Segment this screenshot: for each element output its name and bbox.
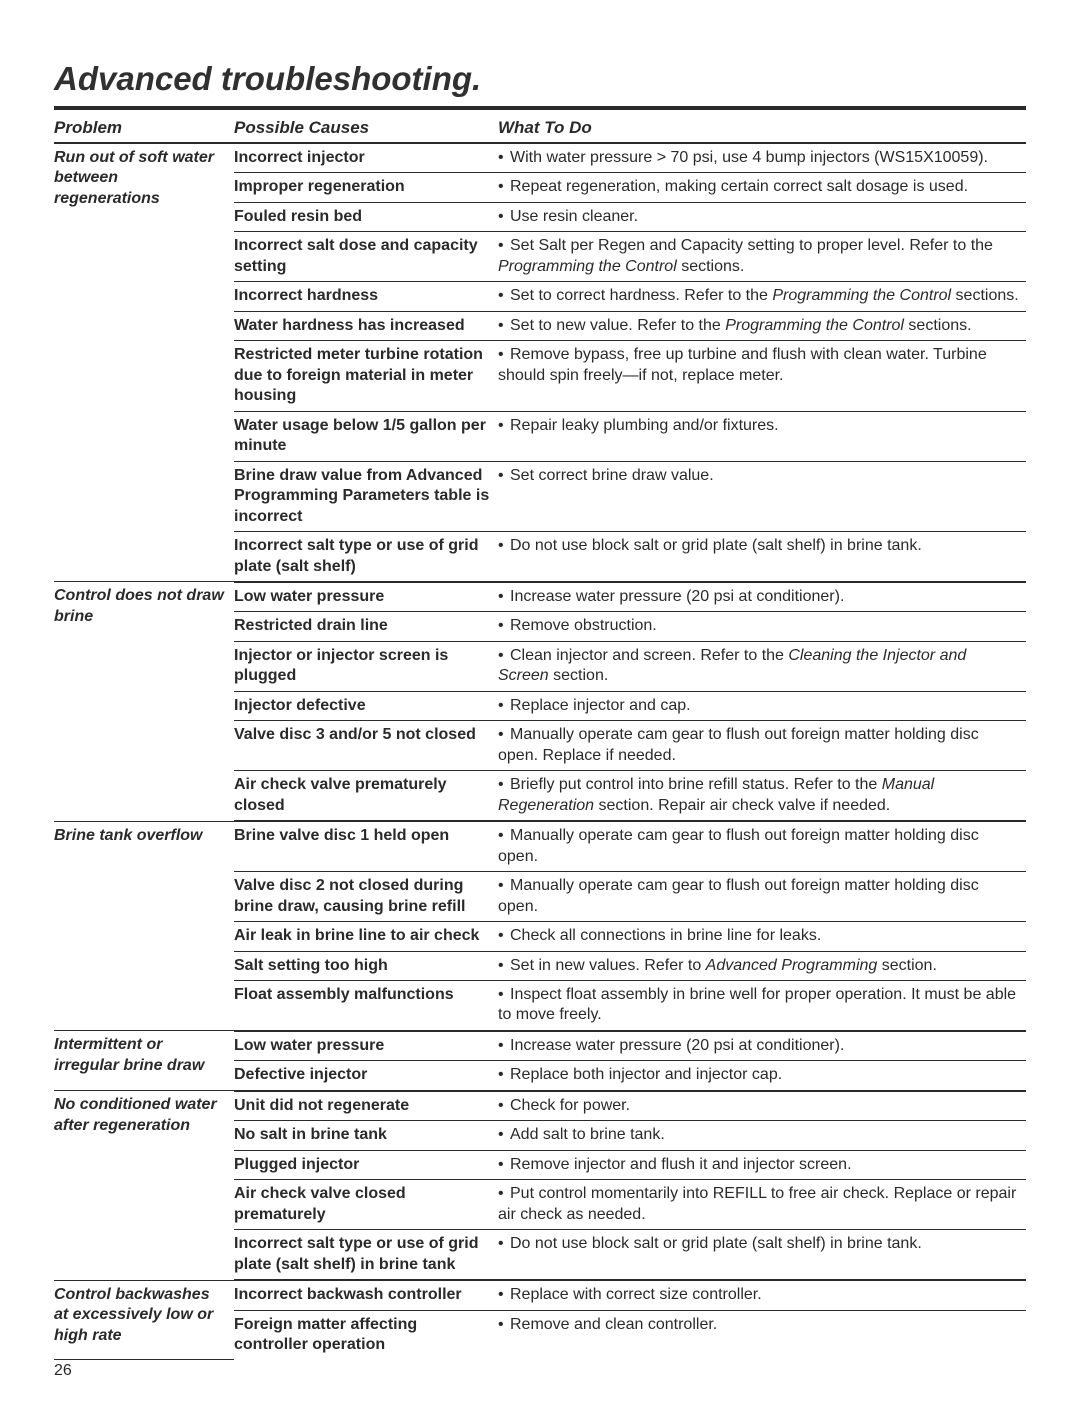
table-row: Brine tank overflowBrine valve disc 1 he… xyxy=(54,821,1026,871)
cause-cell: Low water pressure xyxy=(234,1031,498,1061)
table-row: Control does not draw brineLow water pre… xyxy=(54,582,1026,612)
action-cell: •Repeat regeneration, making certain cor… xyxy=(498,173,1026,202)
cause-cell: Water hardness has increased xyxy=(234,311,498,340)
table-row: Run out of soft water between regenerati… xyxy=(54,143,1026,173)
problem-cell: Control backwashes at excessively low or… xyxy=(54,1280,234,1359)
action-cell: •Do not use block salt or grid plate (sa… xyxy=(498,532,1026,582)
action-cell: •Put control momentarily into REFILL to … xyxy=(498,1180,1026,1230)
cause-cell: Restricted drain line xyxy=(234,612,498,641)
action-cell: •Remove and clean controller. xyxy=(498,1310,1026,1359)
action-cell: •Manually operate cam gear to flush out … xyxy=(498,821,1026,871)
action-cell: •With water pressure > 70 psi, use 4 bum… xyxy=(498,143,1026,173)
cause-cell: Low water pressure xyxy=(234,582,498,612)
action-cell: •Set Salt per Regen and Capacity setting… xyxy=(498,232,1026,282)
col-causes: Possible Causes xyxy=(234,112,498,143)
action-cell: •Repair leaky plumbing and/or fixtures. xyxy=(498,411,1026,461)
action-cell: •Remove injector and flush it and inject… xyxy=(498,1150,1026,1179)
action-cell: •Set to new value. Refer to the Programm… xyxy=(498,311,1026,340)
action-cell: •Manually operate cam gear to flush out … xyxy=(498,721,1026,771)
cause-cell: Injector defective xyxy=(234,691,498,720)
page-title: Advanced troubleshooting. xyxy=(54,60,1026,98)
action-cell: •Replace with correct size controller. xyxy=(498,1280,1026,1310)
cause-cell: Unit did not regenerate xyxy=(234,1091,498,1121)
action-cell: •Clean injector and screen. Refer to the… xyxy=(498,641,1026,691)
cause-cell: Restricted meter turbine rotation due to… xyxy=(234,341,498,411)
cause-cell: Air check valve closed prematurely xyxy=(234,1180,498,1230)
action-cell: •Use resin cleaner. xyxy=(498,202,1026,231)
cause-cell: Incorrect salt type or use of grid plate… xyxy=(234,532,498,582)
action-cell: •Set to correct hardness. Refer to the P… xyxy=(498,282,1026,311)
action-cell: •Increase water pressure (20 psi at cond… xyxy=(498,582,1026,612)
cause-cell: Water usage below 1/5 gallon per minute xyxy=(234,411,498,461)
problem-cell: Run out of soft water between regenerati… xyxy=(54,143,234,582)
action-cell: •Set in new values. Refer to Advanced Pr… xyxy=(498,951,1026,980)
cause-cell: Float assembly malfunctions xyxy=(234,981,498,1031)
cause-cell: Fouled resin bed xyxy=(234,202,498,231)
page-number: 26 xyxy=(54,1362,1026,1380)
cause-cell: Plugged injector xyxy=(234,1150,498,1179)
cause-cell: Valve disc 3 and/or 5 not closed xyxy=(234,721,498,771)
troubleshooting-table: Problem Possible Causes What To Do Run o… xyxy=(54,112,1026,1360)
title-rule xyxy=(54,106,1026,110)
col-problem: Problem xyxy=(54,112,234,143)
cause-cell: Improper regeneration xyxy=(234,173,498,202)
problem-cell: No conditioned water after regeneration xyxy=(54,1091,234,1280)
col-action: What To Do xyxy=(498,112,1026,143)
cause-cell: Salt setting too high xyxy=(234,951,498,980)
cause-cell: No salt in brine tank xyxy=(234,1121,498,1150)
cause-cell: Injector or injector screen is plugged xyxy=(234,641,498,691)
cause-cell: Foreign matter affecting controller oper… xyxy=(234,1310,498,1359)
cause-cell: Incorrect salt type or use of grid plate… xyxy=(234,1230,498,1280)
cause-cell: Incorrect salt dose and capacity setting xyxy=(234,232,498,282)
table-row: Intermittent or irregular brine drawLow … xyxy=(54,1031,1026,1061)
action-cell: •Check all connections in brine line for… xyxy=(498,922,1026,951)
action-cell: •Remove bypass, free up turbine and flus… xyxy=(498,341,1026,411)
action-cell: •Inspect float assembly in brine well fo… xyxy=(498,981,1026,1031)
action-cell: •Add salt to brine tank. xyxy=(498,1121,1026,1150)
cause-cell: Air check valve prematurely closed xyxy=(234,771,498,821)
cause-cell: Defective injector xyxy=(234,1061,498,1091)
action-cell: •Do not use block salt or grid plate (sa… xyxy=(498,1230,1026,1280)
table-header-row: Problem Possible Causes What To Do xyxy=(54,112,1026,143)
cause-cell: Brine valve disc 1 held open xyxy=(234,821,498,871)
cause-cell: Brine draw value from Advanced Programmi… xyxy=(234,461,498,531)
table-row: No conditioned water after regenerationU… xyxy=(54,1091,1026,1121)
action-cell: •Remove obstruction. xyxy=(498,612,1026,641)
cause-cell: Incorrect hardness xyxy=(234,282,498,311)
problem-cell: Intermittent or irregular brine draw xyxy=(54,1031,234,1091)
cause-cell: Air leak in brine line to air check xyxy=(234,922,498,951)
cause-cell: Incorrect backwash controller xyxy=(234,1280,498,1310)
problem-cell: Brine tank overflow xyxy=(54,821,234,1031)
cause-cell: Incorrect injector xyxy=(234,143,498,173)
action-cell: •Replace both injector and injector cap. xyxy=(498,1061,1026,1091)
cause-cell: Valve disc 2 not closed during brine dra… xyxy=(234,872,498,922)
action-cell: •Briefly put control into brine refill s… xyxy=(498,771,1026,821)
action-cell: •Manually operate cam gear to flush out … xyxy=(498,872,1026,922)
action-cell: •Increase water pressure (20 psi at cond… xyxy=(498,1031,1026,1061)
problem-cell: Control does not draw brine xyxy=(54,582,234,821)
action-cell: •Set correct brine draw value. xyxy=(498,461,1026,531)
action-cell: •Check for power. xyxy=(498,1091,1026,1121)
table-row: Control backwashes at excessively low or… xyxy=(54,1280,1026,1310)
action-cell: •Replace injector and cap. xyxy=(498,691,1026,720)
